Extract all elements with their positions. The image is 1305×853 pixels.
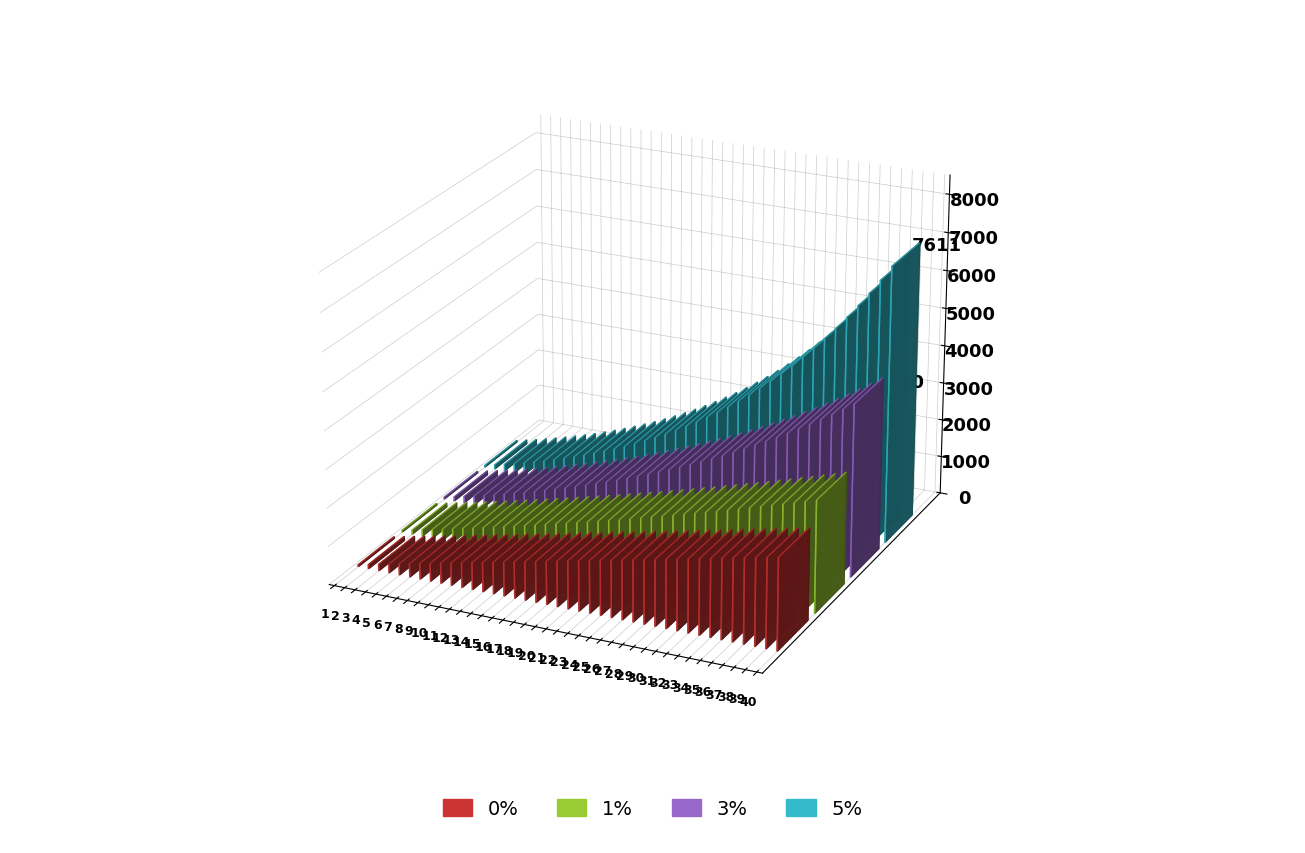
Legend: 0%, 1%, 3%, 5%: 0%, 1%, 3%, 5% [435, 792, 870, 827]
